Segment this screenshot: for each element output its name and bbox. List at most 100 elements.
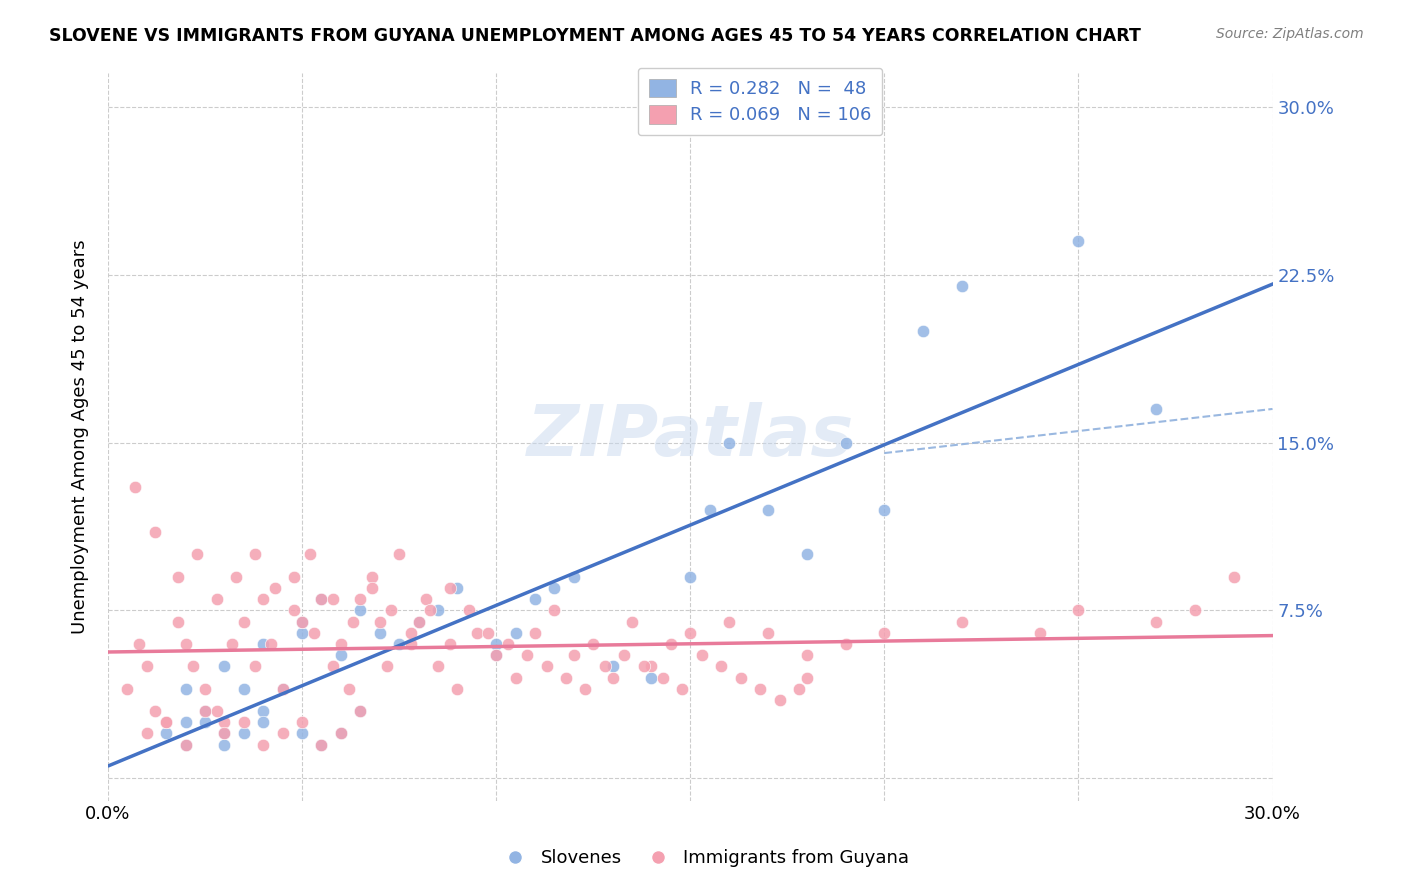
Point (485, 637, 508, 651)
Point (349, 592, 371, 607)
Point (368, 615, 391, 629)
Point (117, 681, 139, 696)
Point (194, 715, 217, 730)
Point (710, 659, 733, 673)
Point (322, 659, 344, 673)
Point (950, 615, 973, 629)
Point (446, 681, 468, 696)
Point (496, 637, 519, 651)
Point (516, 648, 538, 662)
Point (155, 715, 177, 730)
Point (291, 715, 314, 730)
Point (337, 681, 360, 696)
Point (699, 502, 721, 516)
Point (768, 693, 790, 707)
Point (679, 625, 702, 640)
Point (205, 704, 228, 718)
Point (652, 671, 675, 685)
Point (1222, 570, 1244, 584)
Point (214, 726, 236, 740)
Text: SLOVENE VS IMMIGRANTS FROM GUYANA UNEMPLOYMENT AMONG AGES 45 TO 54 YEARS CORRELA: SLOVENE VS IMMIGRANTS FROM GUYANA UNEMPL… (49, 27, 1142, 45)
Point (756, 625, 779, 640)
Y-axis label: Unemployment Among Ages 45 to 54 years: Unemployment Among Ages 45 to 54 years (72, 240, 89, 634)
Point (221, 637, 243, 651)
Point (174, 715, 197, 730)
Point (252, 738, 274, 752)
Point (408, 615, 430, 629)
Point (555, 671, 578, 685)
Point (232, 615, 254, 629)
Point (271, 726, 294, 740)
Point (183, 659, 205, 673)
Point (167, 570, 190, 584)
Point (419, 603, 441, 617)
Point (834, 637, 856, 651)
Point (232, 726, 254, 740)
Point (439, 637, 461, 651)
Point (485, 648, 508, 662)
Point (602, 659, 624, 673)
Point (252, 592, 274, 607)
Point (796, 671, 818, 685)
Point (787, 681, 810, 696)
Point (155, 715, 177, 730)
Point (718, 435, 741, 450)
Point (155, 726, 177, 740)
Point (311, 592, 333, 607)
Point (271, 681, 294, 696)
Point (1144, 615, 1167, 629)
Point (485, 648, 508, 662)
Point (465, 625, 488, 640)
Point (640, 671, 662, 685)
Point (602, 671, 624, 685)
Point (543, 581, 565, 595)
Point (252, 715, 274, 730)
Point (214, 659, 236, 673)
Point (214, 715, 236, 730)
Text: ZIPatlas: ZIPatlas (527, 402, 853, 472)
Point (562, 648, 585, 662)
Point (205, 592, 228, 607)
Point (232, 681, 254, 696)
Point (796, 548, 818, 562)
Point (342, 615, 364, 629)
Point (562, 570, 585, 584)
Point (329, 726, 352, 740)
Point (214, 726, 236, 740)
Point (194, 681, 217, 696)
Point (349, 704, 371, 718)
Point (1184, 603, 1206, 617)
Point (291, 615, 314, 629)
Point (399, 625, 422, 640)
Point (298, 548, 321, 562)
Point (388, 637, 411, 651)
Point (252, 704, 274, 718)
Point (174, 738, 197, 752)
Text: Source: ZipAtlas.com: Source: ZipAtlas.com (1216, 27, 1364, 41)
Point (593, 659, 616, 673)
Point (128, 637, 150, 651)
Point (408, 615, 430, 629)
Point (912, 324, 935, 338)
Point (135, 659, 157, 673)
Point (322, 592, 344, 607)
Point (439, 581, 461, 595)
Point (426, 603, 449, 617)
Point (380, 603, 402, 617)
Point (245, 659, 267, 673)
Point (291, 625, 314, 640)
Point (536, 659, 558, 673)
Point (426, 659, 449, 673)
Point (194, 704, 217, 718)
Point (252, 637, 274, 651)
Point (174, 738, 197, 752)
Point (368, 625, 391, 640)
Point (361, 570, 384, 584)
Point (388, 548, 411, 562)
Point (505, 671, 527, 685)
Point (505, 625, 527, 640)
Point (167, 615, 190, 629)
Point (174, 681, 197, 696)
Point (186, 548, 208, 562)
Point (124, 480, 146, 494)
